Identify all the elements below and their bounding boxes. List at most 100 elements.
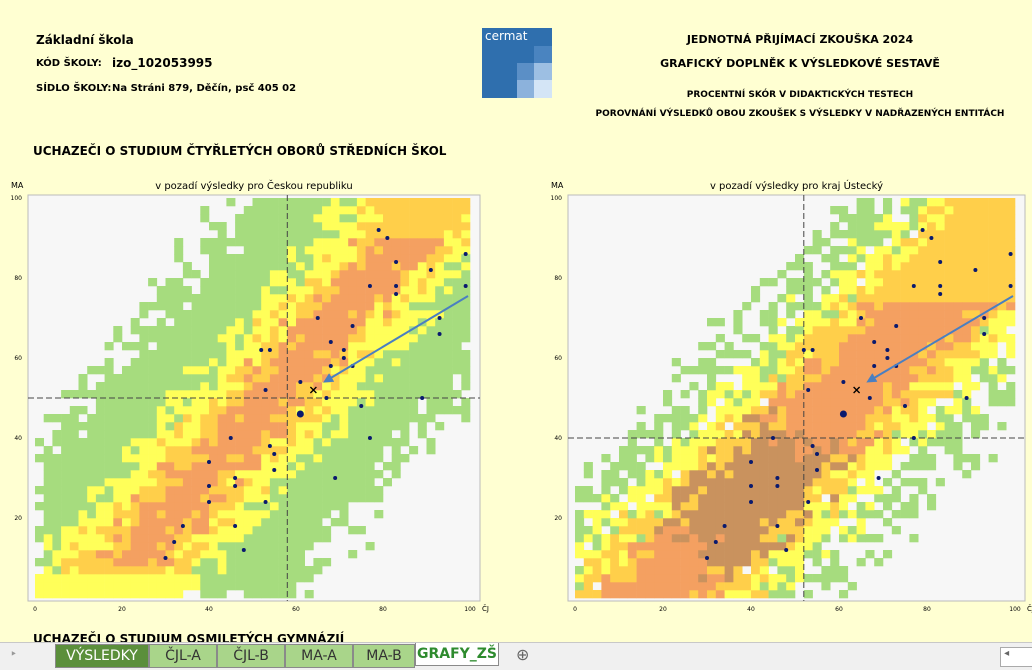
student-point xyxy=(806,388,811,392)
x-tick-label: 100 xyxy=(1009,606,1021,613)
student-point xyxy=(163,556,168,560)
arrow xyxy=(866,295,1014,383)
sheet-tab[interactable]: ČJL-A xyxy=(149,644,217,668)
school-average xyxy=(839,410,847,418)
student-point xyxy=(394,292,399,296)
school-address: Na Stráni 879, Děčín, psč 405 02 xyxy=(112,83,297,94)
student-point xyxy=(328,340,333,344)
student-point xyxy=(341,348,346,352)
student-point xyxy=(263,388,268,392)
student-point xyxy=(228,436,233,440)
x-tick-label: 80 xyxy=(923,606,931,613)
student-point xyxy=(259,348,264,352)
student-point xyxy=(713,540,718,544)
student-point xyxy=(973,268,978,272)
student-point xyxy=(267,348,272,352)
y-tick-label: 100 xyxy=(11,195,23,202)
scroll-left[interactable]: ‣ xyxy=(10,647,18,661)
student-point xyxy=(367,284,372,288)
student-point xyxy=(267,444,272,448)
student-point xyxy=(385,236,390,240)
student-point xyxy=(233,476,238,480)
charts: v pozadí výsledky pro Českou republiku MA… xyxy=(11,179,1032,613)
student-point xyxy=(982,316,987,320)
y-tick-label: 60 xyxy=(554,355,562,362)
student-point xyxy=(241,548,246,552)
y-tick-label: 20 xyxy=(554,515,562,522)
x-tick-label: 60 xyxy=(835,606,843,613)
student-point xyxy=(207,500,211,504)
student-point xyxy=(872,340,877,344)
student-point xyxy=(333,476,338,480)
student-point xyxy=(885,348,890,352)
sheet-tab[interactable]: GRAFY_ZŠ xyxy=(415,643,499,666)
student-point xyxy=(841,380,846,384)
student-point xyxy=(872,364,877,368)
student-point xyxy=(722,524,727,528)
logo-text: cermat xyxy=(485,29,528,43)
student-point xyxy=(315,316,320,320)
report-line: PROCENTNÍ SKÓR V DIDAKTICKÝCH TESTECH xyxy=(686,90,914,100)
student-point xyxy=(810,444,815,448)
student-point xyxy=(859,316,863,320)
student-point xyxy=(749,484,753,488)
student-point xyxy=(1008,252,1013,256)
student-point xyxy=(437,316,442,320)
student-point xyxy=(938,292,943,296)
student-point xyxy=(705,556,709,560)
student-point xyxy=(911,436,916,440)
address-label: SÍDLO ŠKOLY: xyxy=(36,83,112,94)
y-axis-label: MA xyxy=(11,181,24,190)
cermat-logo: cermat xyxy=(482,28,552,98)
student-point xyxy=(394,260,399,264)
student-point xyxy=(806,500,811,504)
sheet-tab[interactable]: ČJL-B xyxy=(217,644,285,668)
student-point xyxy=(180,524,185,528)
student-point xyxy=(894,324,899,328)
section-title: UCHAZEČI O STUDIUM ČTYŘLETÝCH OBORŮ STŘE… xyxy=(33,144,447,158)
sheet-tab[interactable]: VÝSLEDKY xyxy=(55,644,149,668)
student-point xyxy=(801,348,806,352)
student-point xyxy=(420,396,425,400)
student-point xyxy=(938,260,943,264)
student-point xyxy=(263,500,268,504)
x-axis-label: ČJ xyxy=(1027,604,1032,613)
x-tick-label: 20 xyxy=(118,606,126,613)
student-point xyxy=(903,404,907,408)
student-point xyxy=(775,476,780,480)
sheet-tab-bar: ‣ ⊕ ◂ VÝSLEDKY ČJL-A ČJL-B MA-A MA-B GRAFY_ZŠ xyxy=(0,642,1032,670)
student-point xyxy=(771,436,775,440)
student-point xyxy=(341,356,346,360)
report-title: JEDNOTNÁ PŘIJÍMACÍ ZKOUŠKA 2024 xyxy=(686,33,914,46)
student-point xyxy=(749,460,753,464)
density-background xyxy=(575,198,1016,599)
report-line: POROVNÁNÍ VÝSLEDKŮ OBOU ZKOUŠEK S VÝSLED… xyxy=(595,109,1005,119)
chart-title: v pozadí výsledky pro Českou republiku xyxy=(155,179,353,192)
student-point xyxy=(394,284,399,288)
x-axis-label: ČJ xyxy=(482,604,489,613)
code-label: KÓD ŠKOLY: xyxy=(36,58,102,69)
y-tick-label: 40 xyxy=(14,435,22,442)
student-point xyxy=(463,252,468,256)
student-point xyxy=(775,524,780,528)
add-sheet[interactable]: ⊕ xyxy=(516,645,530,664)
x-tick-label: 0 xyxy=(573,606,577,613)
student-point xyxy=(911,284,916,288)
student-point xyxy=(1008,284,1013,288)
student-point xyxy=(376,228,381,232)
student-point xyxy=(815,452,819,456)
student-point xyxy=(929,236,934,240)
sheet-tab[interactable]: MA-A xyxy=(285,644,353,668)
x-tick-label: 100 xyxy=(464,606,476,613)
horizontal-scrollbar[interactable]: ◂ xyxy=(1000,647,1032,667)
y-tick-label: 100 xyxy=(551,195,563,202)
y-tick-label: 80 xyxy=(554,275,562,282)
sheet-tab[interactable]: MA-B xyxy=(353,644,415,668)
x-tick-label: 60 xyxy=(292,606,300,613)
density-background xyxy=(35,198,471,599)
student-point xyxy=(350,324,355,328)
arrow xyxy=(323,295,469,383)
chart-title: v pozadí výsledky pro kraj Ústecký xyxy=(710,179,883,192)
student-point xyxy=(367,436,372,440)
